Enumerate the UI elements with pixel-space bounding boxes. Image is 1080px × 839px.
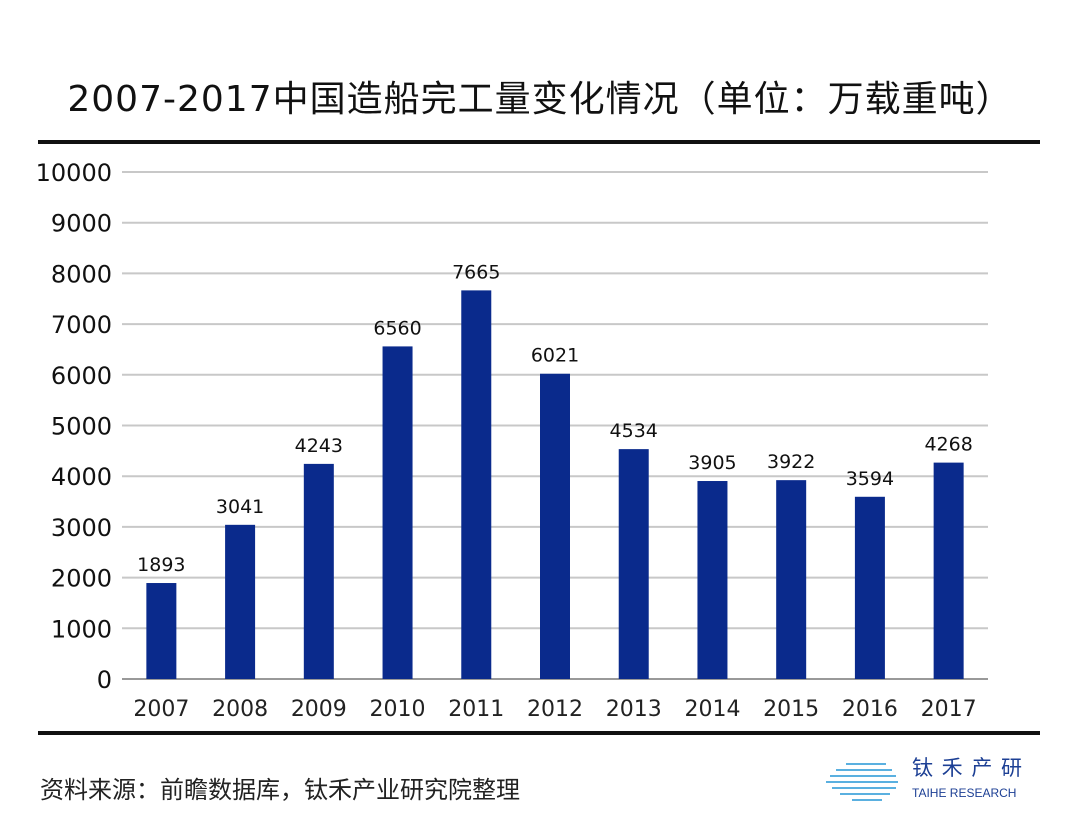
- y-tick-label: 7000: [51, 311, 112, 339]
- bar: [303, 463, 334, 679]
- logo-lines-icon: [826, 763, 898, 801]
- bar: [618, 449, 649, 679]
- bar: [776, 480, 807, 679]
- source-note: 资料来源：前瞻数据库，钛禾产业研究院整理: [40, 776, 520, 804]
- y-tick-label: 2000: [51, 565, 112, 593]
- bar: [146, 583, 177, 679]
- data-label: 1893: [137, 554, 185, 576]
- data-label: 6021: [531, 345, 579, 367]
- x-tick-label: 2014: [684, 697, 740, 722]
- bar: [854, 496, 885, 679]
- data-label: 3905: [688, 452, 736, 474]
- x-tick-label: 2008: [212, 697, 268, 722]
- chart-title: 2007-2017中国造船完工量变化情况（单位：万载重吨）: [67, 79, 1013, 120]
- x-tick-label: 2011: [448, 697, 504, 722]
- bar: [540, 373, 570, 679]
- bar: [461, 290, 492, 679]
- x-tick-label: 2012: [527, 697, 583, 722]
- data-label: 4243: [295, 435, 343, 457]
- bar: [933, 462, 964, 679]
- x-tick-label: 2016: [842, 697, 898, 722]
- y-tick-label: 3000: [51, 514, 112, 542]
- y-tick-label: 8000: [51, 260, 112, 288]
- x-tick-label: 2010: [370, 697, 426, 722]
- x-tick-label: 2017: [921, 697, 977, 722]
- bar-chart: 0 1000 2000 3000 4000 5000 6000 7000 8000 9000 100…: [36, 159, 988, 722]
- x-tick-label: 2009: [291, 697, 347, 722]
- x-tick-label: 2015: [763, 697, 819, 722]
- y-tick-label: 10000: [36, 159, 112, 187]
- data-label: 3922: [767, 451, 815, 473]
- logo-text-cn: 钛 禾 产 研: [912, 756, 1024, 780]
- data-label: 3041: [216, 496, 264, 518]
- bar: [225, 524, 256, 679]
- bar: [697, 481, 728, 679]
- y-tick-label: 9000: [51, 210, 112, 238]
- taihe-logo: 钛 禾 产 研 TAIHE RESEARCH: [826, 756, 1056, 806]
- data-label: 6560: [373, 317, 421, 339]
- bar: [382, 346, 413, 679]
- x-tick-label: 2007: [133, 697, 189, 722]
- x-tick-label: 2013: [606, 697, 662, 722]
- top-rule: [38, 140, 1040, 144]
- y-tick-label: 4000: [51, 463, 112, 491]
- logo-text-en: TAIHE RESEARCH: [912, 786, 1017, 800]
- y-tick-label: 6000: [51, 362, 112, 390]
- data-label: 7665: [452, 261, 500, 283]
- y-tick-label: 0: [97, 666, 112, 694]
- data-label: 4268: [924, 434, 972, 456]
- bottom-rule: [38, 731, 1040, 735]
- data-label: 4534: [610, 420, 658, 442]
- y-tick-label: 5000: [51, 413, 112, 441]
- data-label: 3594: [846, 468, 894, 490]
- y-tick-label: 1000: [51, 615, 112, 643]
